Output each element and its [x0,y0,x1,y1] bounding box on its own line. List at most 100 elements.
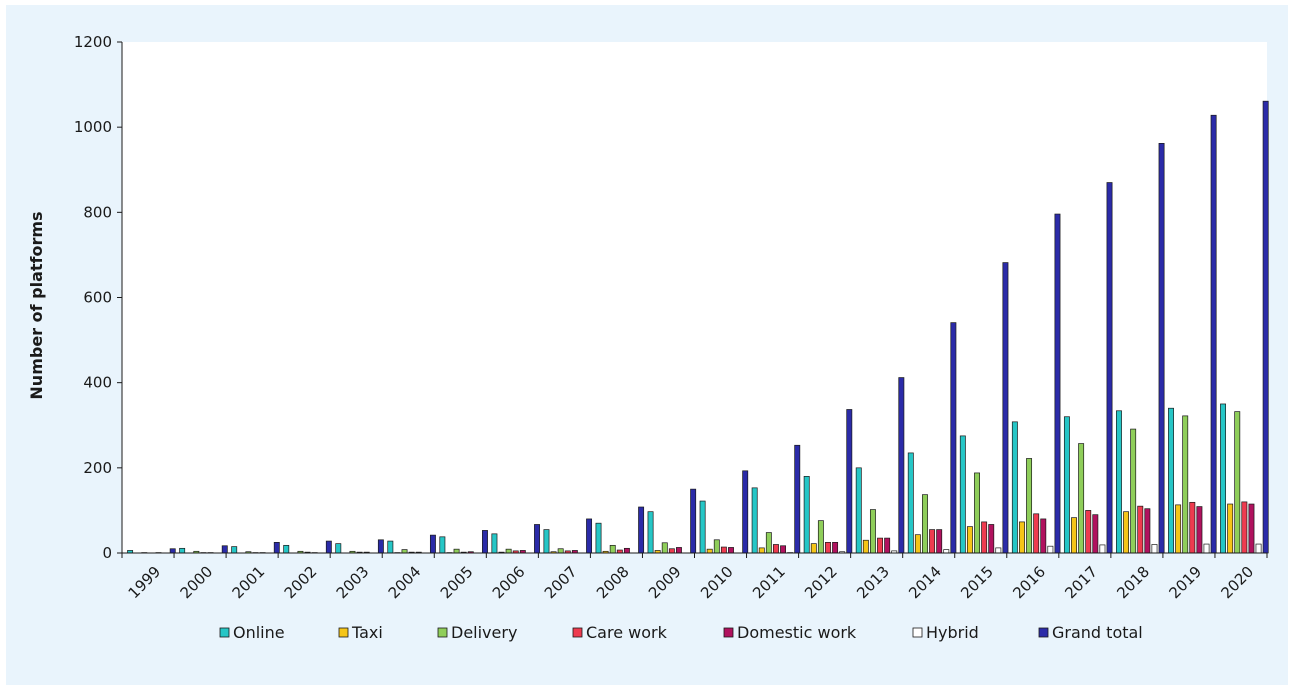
legend-label-delivery: Delivery [451,623,517,642]
bar-domestic-work-2016 [1041,519,1046,553]
bar-care-work-2010 [721,547,726,553]
bar-grand-total-2017 [1107,183,1112,553]
x-tick-label-2003: 2003 [333,563,373,603]
legend-swatch-delivery [438,628,447,637]
y-tick-label-1200: 1200 [74,33,112,51]
x-tick-label-2017: 2017 [1061,563,1101,603]
bar-online-2006 [492,534,497,553]
bar-care-work-2020 [1242,502,1247,553]
bar-online-2002 [284,545,289,553]
bar-grand-total-2019 [1211,115,1216,553]
bar-hybrid-2020 [1256,544,1261,553]
bar-online-2004 [388,541,393,553]
bar-online-2008 [596,523,601,553]
y-axis-title: Number of platforms [27,211,46,399]
x-tick-label-2012: 2012 [801,563,841,603]
bar-care-work-2019 [1190,502,1195,553]
legend-label-taxi: Taxi [351,623,383,642]
bar-online-2005 [440,537,445,553]
bar-domestic-work-2009 [676,547,681,553]
bar-online-2010 [700,501,705,553]
x-tick-label-2004: 2004 [385,563,425,603]
bar-taxi-2015 [967,527,972,553]
x-tick-label-2001: 2001 [229,563,269,603]
bar-delivery-2009 [662,543,667,553]
bar-delivery-2007 [558,549,563,553]
bar-domestic-work-2013 [885,538,890,553]
bar-delivery-2004 [402,550,407,553]
bar-grand-total-2016 [1055,214,1060,553]
bar-care-work-2014 [929,530,934,553]
bar-domestic-work-2010 [728,547,733,553]
bar-hybrid-2018 [1152,544,1157,553]
bar-online-2019 [1168,408,1173,553]
bar-online-2016 [1012,422,1017,553]
y-tick-label-1000: 1000 [74,118,112,136]
bar-grand-total-1999 [170,549,175,553]
legend-swatch-domestic-work [724,628,733,637]
bar-domestic-work-2017 [1093,515,1098,553]
bar-online-2009 [648,512,653,553]
bar-domestic-work-2015 [989,524,994,553]
bar-online-2003 [336,544,341,553]
bar-domestic-work-2019 [1197,507,1202,553]
bar-taxi-2016 [1019,522,1024,553]
x-tick-label-2006: 2006 [489,563,529,603]
bar-care-work-2018 [1138,506,1143,553]
y-tick-label-400: 400 [83,374,112,392]
bar-taxi-2020 [1228,504,1233,553]
legend-swatch-online [220,628,229,637]
legend-label-care-work: Care work [586,623,668,642]
y-tick-label-0: 0 [102,544,112,562]
bar-care-work-2009 [669,549,674,553]
bar-delivery-2010 [714,540,719,553]
bar-online-2017 [1064,417,1069,553]
bar-grand-total-2020 [1263,101,1268,553]
bar-grand-total-2007 [586,519,591,553]
x-tick-label-2008: 2008 [593,563,633,603]
x-tick-label-2019: 2019 [1165,563,1205,603]
bar-domestic-work-2011 [780,546,785,553]
bar-care-work-2013 [877,538,882,553]
bar-online-2000 [180,548,185,553]
bar-taxi-2018 [1123,512,1128,553]
bar-online-2007 [544,530,549,553]
bar-domestic-work-2014 [937,530,942,553]
bar-taxi-2014 [915,535,920,553]
x-tick-label-2010: 2010 [697,563,737,603]
bar-delivery-2006 [506,549,511,553]
bar-online-2001 [232,547,237,553]
x-tick-label-2000: 2000 [177,563,217,603]
bar-hybrid-2015 [996,548,1001,553]
x-tick-label-2015: 2015 [957,563,997,603]
bar-delivery-2018 [1131,429,1136,553]
bar-taxi-2019 [1176,505,1181,553]
legend-swatch-taxi [339,628,348,637]
bar-grand-total-2000 [222,546,227,553]
legend-label-domestic-work: Domestic work [737,623,857,642]
bar-grand-total-2009 [691,489,696,553]
x-tick-label-2009: 2009 [645,563,685,603]
bar-online-2012 [804,476,809,553]
bar-grand-total-2005 [482,530,487,553]
bar-care-work-2017 [1086,510,1091,553]
bar-delivery-2012 [818,521,823,553]
bar-grand-total-2010 [743,471,748,553]
bar-hybrid-2014 [944,550,949,553]
legend-swatch-care-work [573,628,582,637]
legend-swatch-grand-total [1039,628,1048,637]
bar-taxi-2012 [811,544,816,553]
y-tick-label-800: 800 [83,203,112,221]
bar-domestic-work-2018 [1145,509,1150,553]
bar-grand-total-2006 [534,524,539,553]
x-tick-label-2014: 2014 [905,563,945,603]
bar-hybrid-2019 [1204,544,1209,553]
bar-online-2018 [1116,411,1121,553]
x-tick-label-2002: 2002 [281,563,321,603]
bar-care-work-2015 [982,522,987,553]
bar-delivery-2019 [1183,416,1188,553]
x-tick-label-2020: 2020 [1217,563,1257,603]
x-tick-label-2013: 2013 [853,563,893,603]
bar-delivery-2015 [974,473,979,553]
